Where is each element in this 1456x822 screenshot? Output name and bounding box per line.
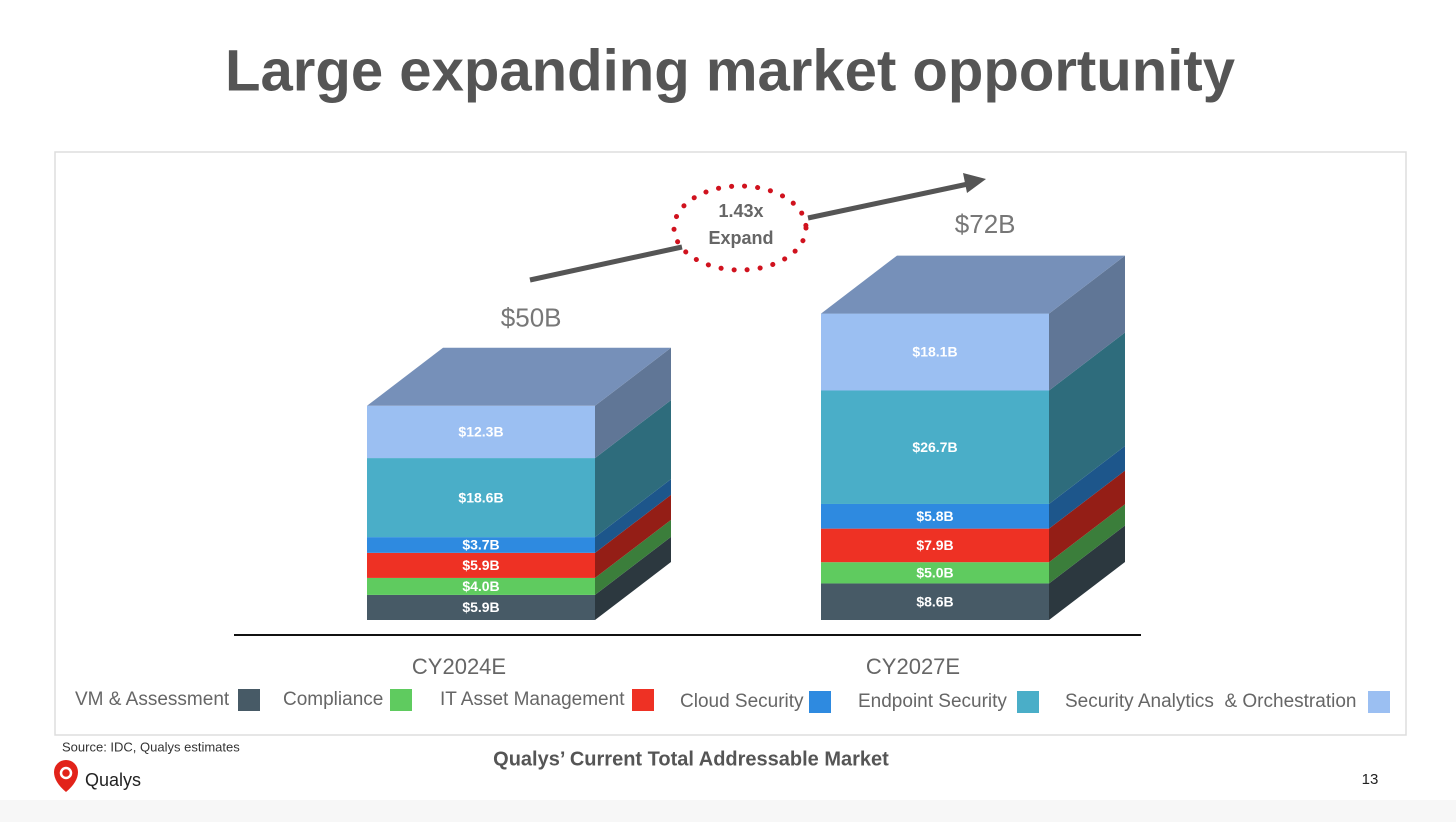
value-label: $3.7B [462, 537, 499, 553]
legend-swatch [1368, 691, 1390, 713]
annotation: 1.43x [718, 201, 763, 221]
legend-label: Compliance [283, 689, 383, 710]
bar-top [367, 347, 671, 406]
x-tick-label: CY2027E [866, 654, 960, 679]
bar-top [821, 255, 1125, 314]
logo-mark [54, 760, 78, 792]
bar-segment [821, 390, 1049, 504]
source: Source: IDC, Qualys estimates [62, 739, 240, 754]
bar-segment [367, 552, 595, 578]
total-label: $50B [501, 302, 562, 332]
bar-segment [367, 577, 595, 595]
legend-label: VM & Assessment [75, 689, 230, 710]
arrow-head [963, 173, 986, 193]
slide-title: Large expanding market opportunity [225, 38, 1235, 103]
legend-label: IT Asset Management [440, 689, 625, 710]
legend-swatch [632, 689, 654, 711]
value-label: $5.8B [916, 508, 953, 524]
arrow-line [807, 181, 969, 221]
bar-side [595, 400, 671, 538]
value-label: $18.1B [912, 344, 957, 360]
bar-segment [367, 537, 595, 553]
logo-mark [59, 766, 73, 780]
bar-side [595, 479, 671, 553]
caption: Qualys’ Current Total Addressable Market [493, 748, 889, 770]
bar-segment [367, 594, 595, 620]
bar-side [1049, 332, 1125, 504]
legend-label: Cloud Security [680, 691, 804, 712]
bar-segment [821, 562, 1049, 584]
total-label: $72B [955, 209, 1016, 239]
bar-side [1049, 525, 1125, 620]
annotation: Expand [708, 228, 773, 248]
value-label: $7.9B [916, 537, 953, 553]
legend-swatch [1017, 691, 1039, 713]
bar-side [595, 536, 671, 620]
value-label: $12.3B [458, 424, 503, 440]
value-label: $26.7B [912, 439, 957, 455]
arrow-line [529, 244, 683, 283]
bar-segment [821, 503, 1049, 529]
legend-label: Endpoint Security [858, 691, 1007, 712]
bar-side [595, 519, 671, 595]
bar-side [1049, 470, 1125, 563]
legend-swatch [809, 691, 831, 713]
bar-segment [367, 458, 595, 538]
bar-side [1049, 504, 1125, 584]
chart-frame [54, 151, 1407, 736]
bar-side [595, 347, 671, 459]
bar-side [1049, 445, 1125, 529]
bottom-strip [0, 800, 1456, 822]
bar-side [595, 494, 671, 578]
value-label: $5.9B [462, 557, 499, 573]
bar-segment [367, 405, 595, 459]
x-tick-label: CY2024E [412, 654, 506, 679]
value-label: $8.6B [916, 593, 953, 609]
bar-segment [821, 583, 1049, 620]
value-label: $4.0B [462, 578, 499, 594]
value-label: $5.9B [462, 599, 499, 615]
bar-side [1049, 255, 1125, 391]
legend-swatch [390, 689, 412, 711]
legend-label: Security Analytics & Orchestration [1065, 691, 1356, 712]
legend-swatch [238, 689, 260, 711]
page-number: 13 [1362, 771, 1379, 788]
bar-segment [821, 313, 1049, 391]
bar-segment [821, 528, 1049, 563]
highlight-ellipse [671, 183, 809, 273]
value-label: $18.6B [458, 489, 503, 505]
logo-text: Qualys [85, 770, 141, 790]
value-label: $5.0B [916, 565, 953, 581]
